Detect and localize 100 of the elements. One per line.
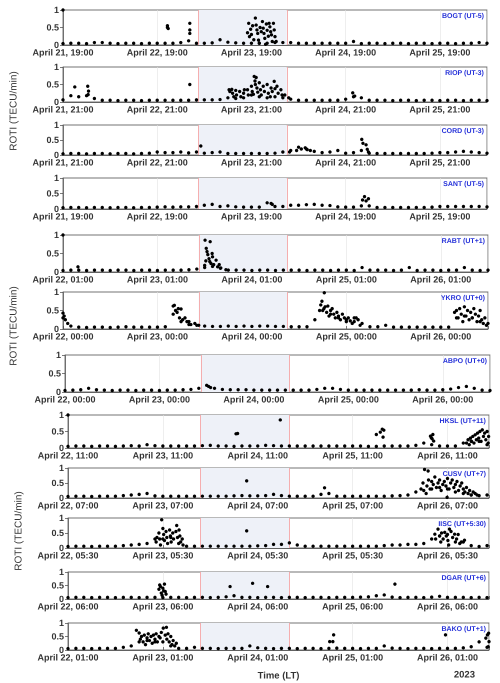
text: 2023	[454, 670, 476, 680]
x-tick-label: April 26, 01:00	[410, 274, 472, 284]
y-tick-label: 0.5	[51, 426, 64, 436]
y-tick-label: 1	[56, 350, 61, 360]
y-tick-label: 0.5	[51, 528, 64, 538]
x-tick-label: April 24, 06:00	[227, 602, 288, 612]
y-tick-label: 0.5	[51, 580, 64, 590]
x-tick-label: April 25, 21:00	[409, 158, 470, 168]
y-tick-label: 1	[58, 513, 64, 523]
x-tick-label: April 26, 11:00	[417, 450, 478, 460]
x-tick-label: April 26, 00:00	[412, 394, 474, 404]
x-tick-label: April 24, 00:00	[223, 394, 284, 404]
x-tick-label: April 21, 21:00	[32, 158, 94, 168]
y-tick-label: 0.5	[46, 135, 59, 145]
y-tick-label: 0	[54, 97, 59, 107]
y-axis-title: ROTI (TECU/min)	[8, 286, 20, 366]
x-tick-label: April 24, 21:00	[315, 158, 376, 168]
y-tick-label: 0.5	[48, 368, 61, 378]
x-tick-label: April 22, 21:00	[126, 158, 188, 168]
x-tick-label: April 22, 11:00	[38, 450, 98, 460]
x-tick-label: April 21, 19:00	[32, 212, 94, 222]
x-tick-label: April 26, 01:00	[416, 652, 478, 662]
y-tick-label: 0	[56, 387, 61, 397]
y-tick-label: 0	[58, 493, 64, 503]
x-tick-label: April 24, 01:00	[221, 274, 282, 284]
y-tick-label: 0.5	[51, 478, 64, 488]
y-tick-label: 0	[54, 40, 59, 50]
x-tick-label: April 23, 11:00	[132, 450, 194, 460]
x-tick-label: April 22, 00:00	[34, 394, 96, 404]
y-tick-label: 1	[58, 410, 64, 420]
y-tick-label: 0	[58, 543, 64, 553]
x-tick-label: April 24, 00:00	[221, 332, 282, 342]
y-tick-label: 0	[54, 150, 59, 160]
x-tick-label: April 22, 07:00	[37, 500, 99, 510]
x-tick-label: April 23, 21:00	[220, 104, 282, 114]
x-tick-label: April 25, 01:00	[316, 274, 377, 284]
x-tick-label: April 24, 11:00	[227, 450, 288, 460]
x-tick-label: April 22, 06:00	[37, 602, 99, 612]
x-tick-label: April 24, 01:00	[227, 652, 288, 662]
x-tick-label: April 25, 06:00	[322, 602, 384, 612]
x-tick-label: April 23, 19:00	[220, 48, 282, 58]
x-tick-label: April 23, 06:00	[132, 602, 194, 612]
x-tick-label: April 26, 05:30	[416, 550, 478, 560]
x-tick-label: April 22, 00:00	[32, 332, 94, 342]
x-tick-label: April 25, 19:00	[409, 212, 470, 222]
y-tick-label: 0	[58, 443, 64, 453]
y-tick-label: 0.5	[46, 80, 59, 90]
y-tick-label: 0	[54, 267, 59, 277]
x-tick-label: April 21, 19:00	[32, 48, 94, 58]
x-tick-label: April 24, 05:30	[227, 550, 288, 560]
y-tick-label: 0.5	[46, 248, 59, 258]
y-tick-label: 1	[54, 173, 59, 183]
y-tick-label: 0.5	[46, 22, 59, 32]
y-tick-label: 1	[54, 5, 59, 15]
y-tick-label: 1	[54, 62, 59, 72]
x-tick-label: April 26, 07:00	[416, 500, 478, 510]
x-tick-label: April 25, 00:00	[316, 332, 377, 342]
x-axis-title: Time (LT)	[258, 670, 300, 682]
x-tick-label: April 22, 19:00	[126, 212, 188, 222]
y-tick-label: 1	[54, 287, 59, 297]
x-tick-label: April 21, 21:00	[32, 104, 94, 114]
x-tick-label: April 25, 11:00	[322, 450, 383, 460]
x-tick-label: April 25, 07:00	[322, 500, 384, 510]
y-tick-label: 0	[58, 594, 64, 604]
x-tick-label: April 23, 00:00	[128, 394, 190, 404]
x-tick-label: April 24, 21:00	[315, 104, 376, 114]
x-tick-label: April 25, 00:00	[318, 394, 379, 404]
x-tick-label: April 23, 01:00	[132, 652, 194, 662]
y-tick-label: 1	[58, 618, 64, 628]
y-tick-label: 1	[54, 120, 59, 130]
y-tick-label: 0.5	[51, 632, 64, 642]
y-axis-title: ROTI (TECU/min)	[14, 491, 24, 571]
x-tick-label: April 23, 05:30	[132, 550, 194, 560]
y-tick-label: 1	[58, 463, 64, 473]
x-tick-label: April 22, 19:00	[126, 48, 188, 58]
x-tick-label: April 23, 07:00	[132, 500, 194, 510]
x-tick-label: April 22, 05:30	[37, 550, 99, 560]
x-tick-label: April 24, 19:00	[315, 48, 376, 58]
y-tick-label: 1	[54, 230, 59, 240]
x-tick-label: April 26, 00:00	[410, 332, 472, 342]
x-tick-label: April 25, 19:00	[409, 48, 470, 58]
x-tick-label: April 22, 21:00	[126, 104, 188, 114]
x-tick-label: April 23, 21:00	[220, 158, 282, 168]
y-tick-label: 0	[54, 204, 59, 214]
x-tick-label: April 22, 01:00	[32, 274, 94, 284]
y-tick-label: 0	[54, 324, 59, 334]
x-tick-label: April 24, 19:00	[315, 212, 376, 222]
x-tick-label: April 25, 01:00	[322, 652, 384, 662]
x-tick-label: April 23, 01:00	[126, 274, 188, 284]
x-tick-label: April 24, 07:00	[227, 500, 288, 510]
y-tick-label: 0.5	[46, 188, 59, 198]
x-tick-label: April 22, 01:00	[37, 652, 99, 662]
y-tick-label: 0	[58, 645, 64, 655]
x-tick-label: April 25, 05:30	[322, 550, 384, 560]
x-tick-label: April 23, 00:00	[126, 332, 188, 342]
y-axis-title: ROTI (TECU/min)	[8, 71, 20, 151]
y-tick-label: 0.5	[46, 306, 59, 316]
y-tick-label: 1	[58, 567, 64, 577]
x-tick-label: April 26, 06:00	[416, 602, 478, 612]
x-tick-label: April 25, 21:00	[409, 104, 470, 114]
